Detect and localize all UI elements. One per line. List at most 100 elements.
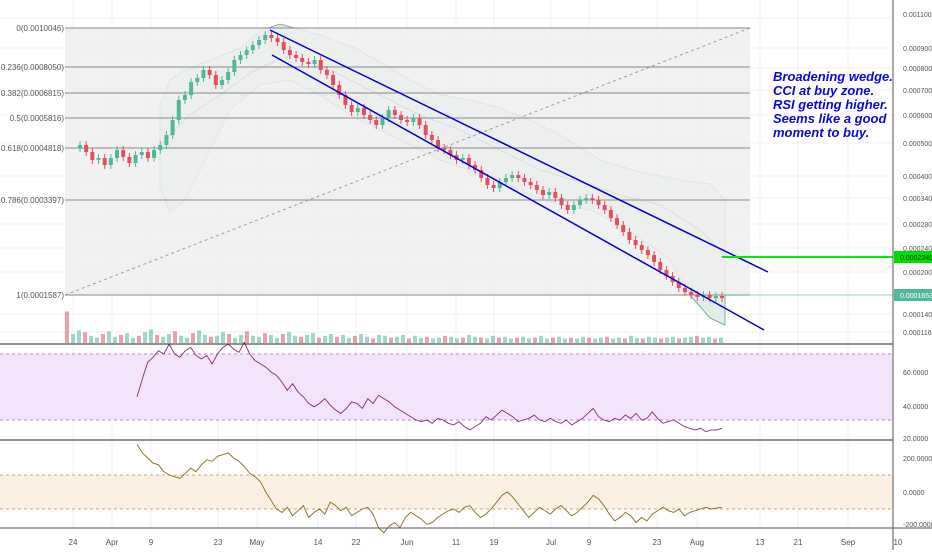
volume-bar [89, 335, 93, 343]
volume-bar [167, 334, 171, 343]
volume-bar [515, 337, 519, 343]
candle-body [559, 198, 564, 205]
current-price-badge [894, 289, 932, 301]
volume-bar [125, 333, 129, 343]
candle-body [516, 175, 521, 178]
candle-body [473, 165, 478, 170]
volume-bar [215, 335, 219, 343]
candle-body [337, 85, 342, 95]
volume-bar [371, 338, 375, 343]
fib-level-label: 0(0.0010046) [16, 24, 64, 33]
candle-body [658, 262, 663, 270]
volume-bar [563, 338, 567, 343]
x-tick-label: Jul [546, 538, 556, 547]
candle-body [361, 108, 366, 115]
candle-body [645, 250, 650, 255]
volume-bar [473, 336, 477, 343]
candle-body [590, 198, 595, 200]
volume-bar [107, 331, 111, 343]
volume-bar [443, 335, 447, 343]
volume-bar [629, 335, 633, 343]
x-tick-label: 21 [794, 538, 803, 547]
candle-body [152, 150, 157, 158]
cci-tick-label: 0.0000 [903, 490, 925, 497]
volume-bar [251, 335, 255, 343]
candle-body [652, 255, 657, 262]
candle-body [139, 152, 144, 155]
candle-body [547, 192, 552, 195]
x-tick-label: 9 [587, 538, 592, 547]
volume-bar [281, 334, 285, 343]
volume-bar [671, 336, 675, 343]
cci-band [0, 475, 893, 509]
annotation-line: Broadening wedge. [773, 69, 893, 84]
volume-bar [131, 337, 135, 343]
volume-bar [497, 337, 501, 343]
volume-bar [221, 332, 225, 343]
candle-body [355, 108, 360, 112]
candle-body [287, 50, 292, 55]
volume-bar [509, 338, 513, 343]
volume-bar [719, 337, 723, 343]
candle-body [312, 60, 317, 64]
volume-bar [269, 334, 273, 343]
volume-bar [713, 338, 717, 343]
candle-body [522, 178, 527, 182]
volume-bar [227, 334, 231, 343]
candle-body [633, 240, 638, 245]
candle-body [294, 55, 299, 58]
cci-tick-label: 200.0000 [903, 456, 932, 463]
candle-body [615, 218, 620, 225]
target-price-badge [894, 251, 932, 263]
x-tick-label: May [249, 538, 264, 547]
candle-body [713, 296, 718, 298]
x-tick-label: 10 [894, 538, 903, 547]
annotation-line: CCI at buy zone. [773, 83, 875, 98]
candle-body [621, 225, 626, 232]
volume-bar [701, 337, 705, 343]
x-tick-label: 19 [490, 538, 499, 547]
candle-body [219, 80, 224, 85]
candle-body [571, 205, 576, 210]
candle-body [608, 210, 613, 218]
x-tick-label: 13 [756, 538, 765, 547]
volume-bar [191, 333, 195, 343]
candle-body [596, 200, 601, 205]
volume-bar [689, 336, 693, 343]
volume-bar [479, 337, 483, 343]
volume-bar [413, 335, 417, 343]
candle-body [170, 120, 175, 135]
x-tick-label: 23 [653, 538, 662, 547]
candle-body [84, 145, 89, 152]
volume-bar [503, 336, 507, 343]
x-tick-label: 24 [69, 538, 78, 547]
volume-bar [335, 336, 339, 343]
fib-trend-line [64, 27, 751, 296]
candle-body [676, 282, 681, 288]
annotation-line: RSI getting higher. [773, 97, 888, 112]
rsi-line [136, 341, 723, 433]
candle-body [96, 158, 101, 160]
candle-body [540, 190, 545, 195]
volume-bar [317, 337, 321, 343]
volume-bar [71, 334, 75, 343]
candle-body [368, 115, 373, 120]
x-tick-label: Sep [841, 538, 856, 547]
volume-bar [581, 336, 585, 343]
volume-bar [101, 334, 105, 343]
candle-body [689, 292, 694, 295]
candle-body [121, 150, 126, 157]
x-tick-label: 9 [149, 538, 154, 547]
volume-bar [203, 334, 207, 343]
candle-body [405, 120, 410, 122]
volume-bar [341, 334, 345, 343]
channel-upper-line [269, 29, 769, 273]
candle-body [257, 40, 262, 45]
candle-body [448, 150, 453, 155]
